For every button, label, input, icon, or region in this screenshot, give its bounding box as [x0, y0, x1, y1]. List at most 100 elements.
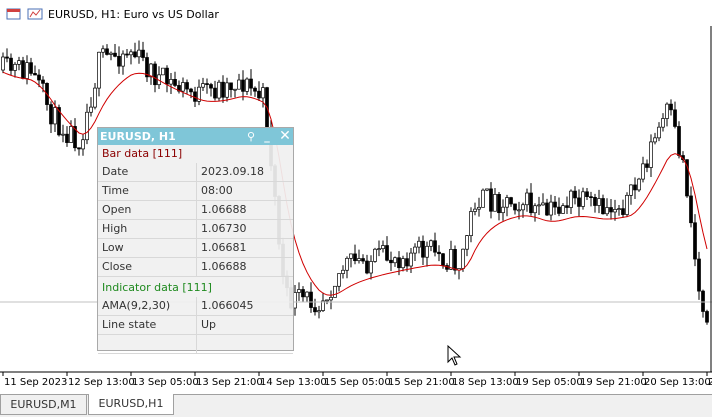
candle-body [637, 178, 641, 191]
candle-body [549, 201, 553, 216]
candle-body [389, 259, 393, 264]
candle-body [21, 60, 25, 79]
time-label: 20 Sep 13:00 [644, 377, 711, 388]
chart-tab[interactable]: EURUSD,M1 [0, 395, 87, 415]
candle-body [405, 258, 409, 267]
candle-body [241, 79, 245, 92]
candle-body [441, 253, 445, 266]
candle-body [69, 126, 73, 143]
candle-body [461, 248, 465, 269]
candle-body [589, 196, 593, 198]
time-label: 14 Sep 13:00 [260, 377, 327, 388]
candle-body [357, 258, 361, 262]
candle-body [421, 240, 425, 258]
data-row: AMA(9,2,30) 1.066045 [98, 297, 293, 316]
candle-body [673, 109, 677, 127]
time-label: 12 Sep 13:00 [68, 377, 135, 388]
candle-body [453, 249, 457, 271]
data-window: EURUSD, H1 ⚲ _ ✕ Bar data [111] Date 2023.… [97, 127, 294, 354]
candle-body [413, 246, 417, 254]
candle-body [41, 79, 45, 84]
candle-body [621, 208, 625, 215]
candle-body [569, 190, 573, 208]
candle-body [261, 87, 265, 99]
candle-body [593, 196, 597, 206]
row-key: Time [98, 182, 197, 200]
candle-body [57, 107, 61, 136]
candle-body [401, 258, 405, 269]
chart-tabs: EURUSD,M1 EURUSD,H1 [0, 394, 712, 417]
candle-body [397, 257, 401, 269]
chart-tab[interactable]: EURUSD,H1 [88, 394, 174, 415]
candle-body [121, 53, 125, 67]
candle-body [573, 190, 577, 199]
candles [1, 40, 709, 325]
row-key: High [98, 220, 197, 238]
candle-body [201, 83, 205, 88]
candle-body [13, 63, 17, 71]
candle-body [337, 273, 341, 287]
candle-body [661, 118, 665, 128]
candle-body [697, 258, 701, 292]
time-label: 13 Sep 21:00 [196, 377, 263, 388]
candle-body [581, 191, 585, 207]
candle-body [329, 296, 333, 301]
candle-body [149, 63, 153, 78]
candle-body [353, 253, 357, 262]
candle-body [301, 289, 305, 298]
candle-body [361, 258, 365, 262]
pin-button[interactable]: ⚲ [246, 130, 256, 143]
candle-body [609, 207, 613, 213]
candle-body [109, 52, 113, 55]
candle-body [677, 126, 681, 156]
time-label: 15 Sep 05:00 [324, 377, 391, 388]
candle-body [217, 81, 221, 99]
candle-body [605, 207, 609, 215]
candle-body [641, 163, 645, 180]
data-window-title: EURUSD, H1 [100, 130, 176, 143]
candle-body [37, 74, 41, 81]
candle-body [617, 208, 621, 210]
candle-body [197, 86, 201, 102]
candle-body [9, 57, 13, 71]
empty-row [98, 335, 293, 354]
candle-body [321, 300, 325, 311]
candle-body [49, 104, 53, 125]
close-button[interactable]: ✕ [279, 128, 291, 144]
candle-body [129, 51, 133, 56]
row-key [98, 335, 197, 353]
candle-body [553, 201, 557, 208]
candle-body [665, 103, 669, 119]
candle-body [185, 82, 189, 90]
data-window-header: EURUSD, H1 ⚲ _ ✕ [98, 128, 293, 145]
time-label: 18 Sep 13:00 [452, 377, 519, 388]
candle-body [373, 248, 377, 262]
row-value: Up [201, 318, 217, 331]
candle-body [169, 79, 173, 85]
candle-body [501, 206, 505, 214]
window-icon-bar [7, 9, 20, 12]
candle-body [145, 57, 149, 78]
candle-body [533, 205, 537, 214]
data-row: Line state Up [98, 316, 293, 335]
candle-body [517, 209, 521, 212]
row-value [197, 335, 293, 353]
candle-body [61, 133, 65, 136]
candle-body [497, 194, 501, 214]
candle-body [537, 204, 541, 207]
candle-body [613, 209, 617, 213]
candle-body [525, 192, 529, 206]
candle-body [65, 133, 69, 143]
candle-body [333, 285, 337, 298]
minimize-button[interactable]: _ [264, 130, 270, 143]
candle-body [305, 291, 309, 298]
candle-body [89, 106, 93, 113]
row-key: Open [98, 201, 197, 219]
candle-body [521, 204, 525, 211]
row-key: Date [98, 163, 197, 181]
candle-body [685, 159, 689, 197]
candle-body [505, 197, 509, 208]
candle-body [313, 307, 317, 313]
section-title: Bar data [111] [102, 147, 183, 160]
